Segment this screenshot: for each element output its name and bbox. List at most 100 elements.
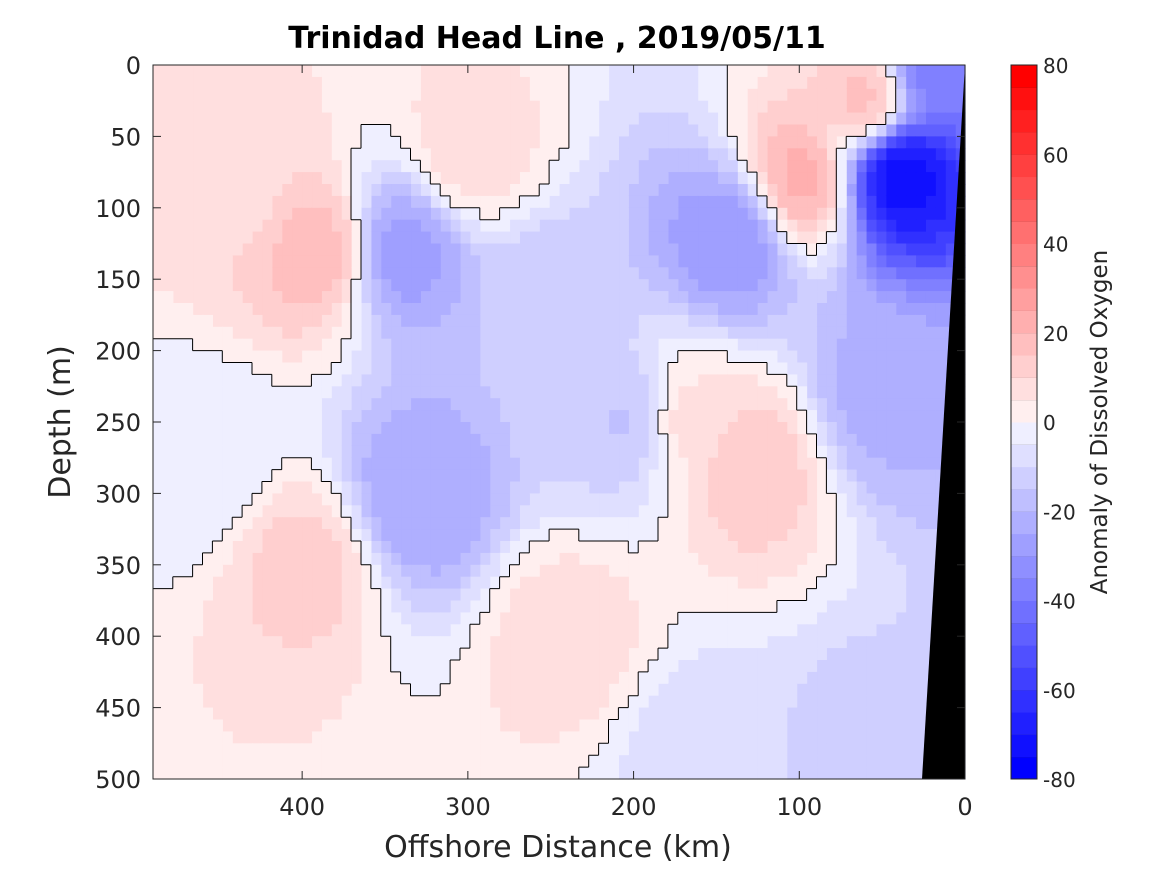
field-cell [905, 172, 917, 185]
field-cell [925, 76, 936, 90]
field-cell [915, 148, 926, 161]
field-cell [588, 410, 600, 423]
field-cell [529, 160, 540, 173]
field-cell [836, 65, 847, 78]
field-cell [905, 457, 917, 471]
field-cell [836, 374, 847, 387]
field-cell [370, 517, 382, 530]
field-cell [351, 493, 362, 506]
field-cell [885, 148, 897, 161]
field-cell [757, 671, 768, 685]
field-cell [776, 184, 788, 197]
field-cell [222, 410, 233, 423]
field-cell [400, 671, 412, 685]
field-cell [479, 231, 491, 245]
field-cell [390, 529, 402, 542]
field-cell [737, 541, 748, 554]
field-cell [529, 326, 540, 340]
field-cell [786, 588, 798, 602]
field-cell [618, 112, 629, 126]
field-cell [638, 65, 649, 78]
field-cell [697, 291, 709, 304]
field-cell [430, 564, 441, 578]
field-cell [856, 636, 867, 649]
field-cell [162, 124, 174, 137]
field-cell [836, 505, 847, 518]
field-cell [549, 719, 560, 732]
field-cell [499, 624, 511, 637]
field-cell [380, 648, 392, 661]
field-cell [628, 517, 639, 530]
field-cell [539, 279, 550, 292]
field-cell [836, 243, 847, 256]
field-cell [410, 517, 421, 530]
field-cell [766, 600, 778, 613]
field-cell [816, 314, 827, 328]
field-cell [232, 767, 243, 780]
field-cell [440, 529, 451, 542]
field-cell [618, 374, 629, 387]
field-cell [400, 255, 412, 268]
field-cell [331, 541, 342, 554]
field-cell [796, 660, 808, 673]
field-cell [905, 767, 917, 780]
field-cell [281, 648, 293, 661]
field-cell [291, 124, 303, 137]
field-cell [648, 529, 659, 542]
field-cell [400, 136, 412, 149]
field-cell [658, 576, 669, 590]
field-cell [459, 148, 471, 161]
field-cell [826, 445, 837, 459]
field-cell [360, 314, 372, 328]
field-cell [697, 231, 709, 245]
field-cell [489, 326, 501, 340]
field-cell [440, 636, 451, 649]
field-cell [747, 243, 758, 256]
field-cell [182, 207, 194, 221]
field-cell [875, 386, 887, 399]
field-cell [420, 457, 431, 471]
field-cell [271, 695, 283, 709]
field-cell [559, 755, 570, 768]
field-cell [281, 469, 293, 483]
field-cell [341, 65, 352, 78]
field-cell [261, 136, 273, 149]
field-cell [687, 541, 699, 554]
field-cell [222, 136, 233, 149]
field-cell [915, 326, 926, 340]
field-cell [281, 398, 293, 411]
field-cell [658, 481, 669, 494]
field-cell [410, 541, 421, 554]
field-cell [846, 243, 857, 256]
field-cell [212, 362, 223, 375]
field-cell [856, 398, 867, 411]
field-cell [925, 362, 936, 375]
field-cell [648, 243, 659, 256]
field-cell [875, 505, 887, 518]
field-cell [588, 279, 600, 292]
field-cell [559, 398, 570, 411]
field-cell [172, 398, 184, 411]
field-cell [252, 731, 263, 744]
field-cell [509, 743, 520, 756]
field-cell [677, 493, 689, 506]
field-cell [331, 648, 342, 661]
field-cell [529, 588, 540, 602]
field-cell [687, 148, 699, 161]
field-cell [459, 517, 471, 530]
field-cell [786, 433, 798, 447]
field-cell [737, 695, 748, 709]
field-cell [182, 612, 194, 625]
field-cell [400, 529, 412, 542]
field-cell [737, 612, 748, 625]
field-cell [341, 433, 352, 447]
field-cell [420, 731, 431, 744]
field-cell [737, 314, 748, 328]
field-cell [786, 136, 798, 149]
field-cell [301, 362, 313, 375]
field-cell [212, 410, 223, 423]
field-cell [895, 219, 907, 233]
field-cell [608, 160, 620, 173]
field-cell [489, 362, 501, 375]
field-cell [370, 136, 382, 149]
